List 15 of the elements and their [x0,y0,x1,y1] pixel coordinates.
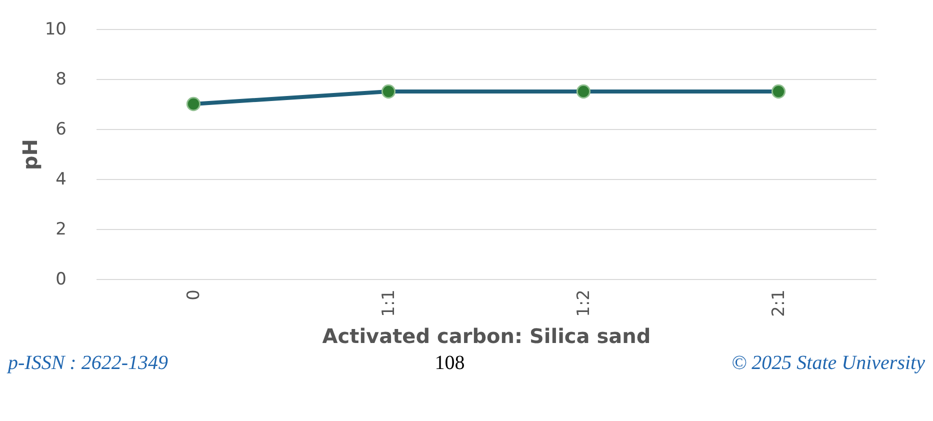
x-tick-label: 0 [184,290,204,300]
y-tick-label: 10 [44,20,66,40]
text: 108 [434,352,465,375]
x-axis-title: Activated carbon: Silica sand [322,324,651,348]
y-tick-label: 2 [56,220,66,240]
y-tick-label: 4 [56,170,66,190]
y-tick-label: 6 [56,120,66,140]
text: p-ISSN : 2622-1349 [8,352,168,375]
x-tick-label: 1:1 [379,290,399,317]
y-tick-label: 0 [56,270,66,290]
y-tick-label: 8 [56,70,66,90]
text: © 2025 State University [731,352,925,375]
x-tick-label: 1:2 [574,290,594,317]
x-tick-label: 2:1 [769,290,789,317]
y-axis-title: pH [18,138,42,170]
